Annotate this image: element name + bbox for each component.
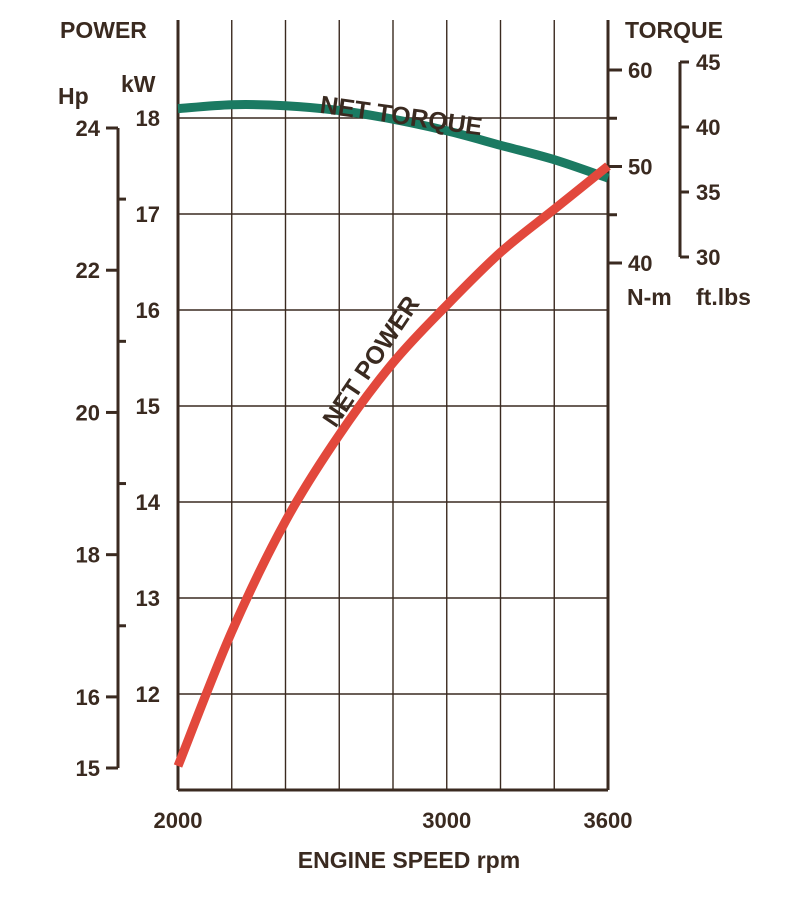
axes (106, 20, 689, 792)
series (173, 100, 611, 768)
kw-tick-label: 15 (136, 394, 160, 419)
x-tick-label: 2000 (154, 808, 203, 833)
hp-tick-label: 24 (76, 116, 101, 141)
ftlbs-unit-label: ft.lbs (696, 284, 751, 310)
grid (178, 20, 608, 790)
torque-axis-title: TORQUE (625, 17, 723, 43)
nm-tick-label: 60 (628, 58, 652, 83)
net-power-label: NET POWER (317, 291, 425, 432)
kw-tick-label: 14 (136, 490, 161, 515)
ftlbs-tick-label: 35 (696, 180, 720, 205)
labels: POWER TORQUE Hp kW N-m ft.lbs ENGINE SPE… (58, 17, 751, 873)
power-axis-title: POWER (60, 17, 147, 43)
nm-tick-label: 50 (628, 155, 652, 180)
kw-tick-label: 17 (136, 202, 160, 227)
kw-tick-label: 12 (136, 682, 160, 707)
net-torque-label: NET TORQUE (318, 91, 484, 141)
ftlbs-tick-label: 30 (696, 245, 720, 270)
kw-tick-label: 18 (136, 106, 160, 131)
hp-unit-label: Hp (58, 83, 89, 109)
hp-tick-label: 16 (76, 685, 100, 710)
hp-tick-label: 15 (76, 756, 100, 781)
ftlbs-tick-label: 45 (696, 50, 720, 75)
nm-tick-label: 40 (628, 251, 652, 276)
nm-unit-label: N-m (627, 284, 672, 310)
hp-tick-label: 18 (76, 543, 100, 568)
net-power-curve (173, 162, 611, 768)
net-torque-curve (177, 100, 610, 183)
kw-tick-label: 13 (136, 586, 160, 611)
x-axis-title: ENGINE SPEED rpm (298, 847, 520, 873)
kw-tick-label: 16 (136, 298, 160, 323)
hp-tick-label: 22 (76, 258, 100, 283)
x-tick-label: 3600 (584, 808, 633, 833)
ftlbs-tick-label: 40 (696, 115, 720, 140)
kw-unit-label: kW (121, 71, 156, 97)
hp-tick-label: 20 (76, 400, 100, 425)
x-tick-label: 3000 (422, 808, 471, 833)
